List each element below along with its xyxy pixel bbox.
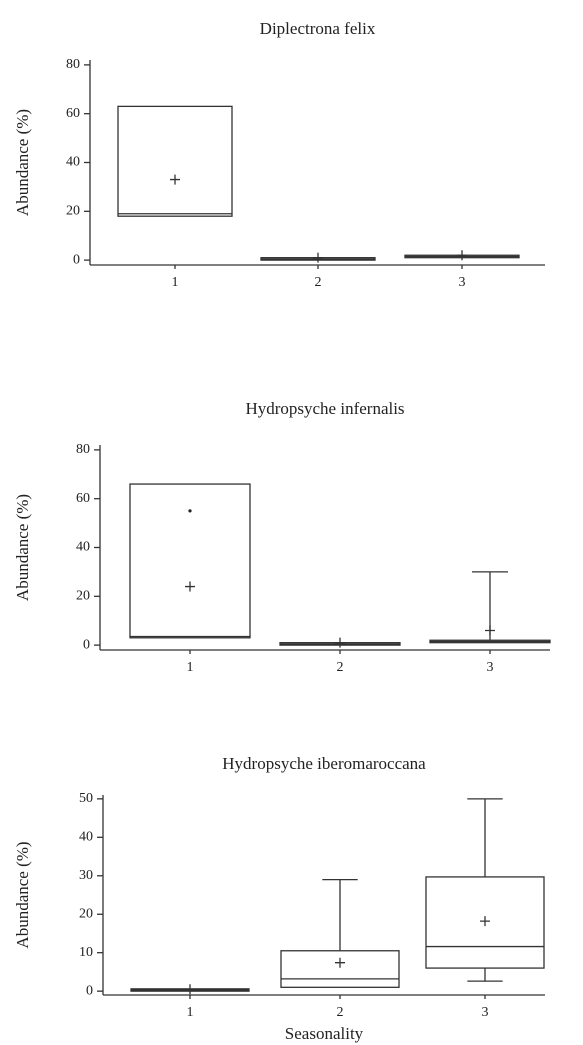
- chart-title: Hydropsyche iberomaroccana: [222, 754, 426, 773]
- y-tick-label: 20: [66, 204, 80, 219]
- x-tick-label: 3: [487, 660, 494, 675]
- y-axis-title: Abundance (%): [13, 841, 32, 948]
- y-axis-title: Abundance (%): [13, 494, 32, 601]
- x-tick-label: 1: [187, 1005, 194, 1020]
- chart-title: Hydropsyche infernalis: [245, 399, 404, 418]
- y-tick-label: 10: [79, 945, 93, 960]
- y-tick-label: 50: [79, 791, 93, 806]
- x-tick-label: 2: [315, 275, 322, 290]
- y-tick-label: 40: [76, 540, 90, 555]
- box: [280, 950, 400, 988]
- mean-marker: [480, 916, 490, 927]
- outlier: [188, 509, 192, 513]
- y-tick-label: 0: [73, 252, 80, 267]
- x-tick-label: 2: [337, 1005, 344, 1020]
- y-tick-label: 20: [76, 589, 90, 604]
- mean-marker: [335, 957, 345, 968]
- box: [117, 105, 233, 217]
- y-tick-label: 60: [66, 106, 80, 121]
- y-tick-label: 0: [83, 637, 90, 652]
- mean-marker: [485, 625, 495, 636]
- mean-marker: [185, 984, 195, 995]
- x-tick-label: 1: [172, 275, 179, 290]
- box: [425, 876, 545, 969]
- x-tick-label: 3: [482, 1005, 489, 1020]
- mean-marker: [335, 637, 345, 648]
- y-tick-label: 30: [79, 868, 93, 883]
- mean-marker: [170, 174, 180, 185]
- y-tick-label: 40: [79, 830, 93, 845]
- chart-title: Diplectrona felix: [260, 19, 376, 38]
- x-tick-label: 1: [187, 660, 194, 675]
- mean-marker: [185, 581, 195, 592]
- x-tick-label: 3: [459, 275, 466, 290]
- x-axis-title: Seasonality: [285, 1024, 364, 1043]
- y-tick-label: 80: [76, 442, 90, 457]
- y-tick-label: 60: [76, 491, 90, 506]
- y-tick-label: 80: [66, 57, 80, 72]
- y-tick-label: 40: [66, 155, 80, 170]
- y-tick-label: 20: [79, 906, 93, 921]
- y-axis-title: Abundance (%): [13, 109, 32, 216]
- box: [129, 483, 251, 639]
- x-tick-label: 2: [337, 660, 344, 675]
- mean-marker: [457, 250, 467, 261]
- mean-marker: [313, 252, 323, 263]
- y-tick-label: 0: [86, 983, 93, 998]
